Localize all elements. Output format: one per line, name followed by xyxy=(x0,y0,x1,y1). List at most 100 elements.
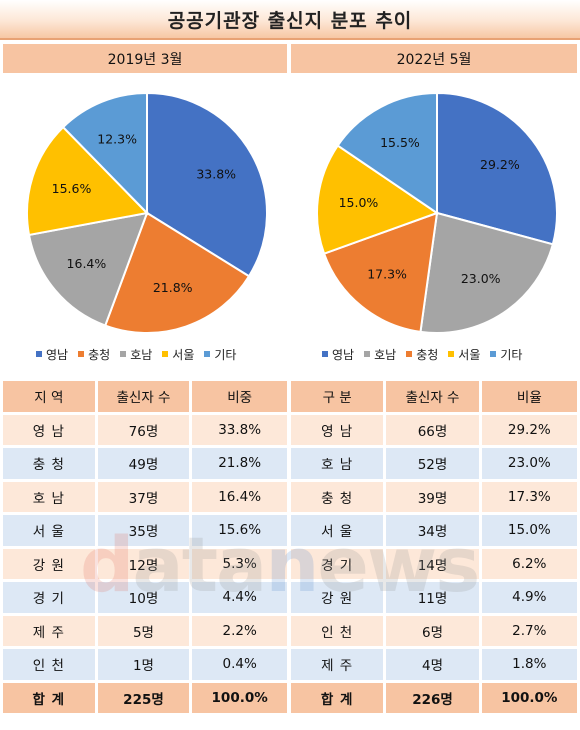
table-header-row: 지 역 출신자 수 비중 xyxy=(3,381,287,412)
legend-item: 영남 xyxy=(36,346,68,363)
share-cell: 15.6% xyxy=(192,515,287,546)
legend-swatch xyxy=(406,351,413,357)
legend-label: 충청 xyxy=(416,347,439,362)
pie-data-label-4: 15.5% xyxy=(380,135,420,150)
legend-item: 영남 xyxy=(322,346,354,363)
legend-label: 충청 xyxy=(88,347,111,362)
pie-slice-4 xyxy=(336,91,438,215)
total-label-cell: 합 계 xyxy=(291,682,387,713)
legend-item: 호남 xyxy=(364,346,396,363)
table-row: 제 주 4명 1.8% xyxy=(291,649,577,680)
table-row: 서 울 35명 15.6% xyxy=(3,515,287,546)
count-cell: 49명 xyxy=(97,448,193,479)
table-row: 영 남 66명 29.2% xyxy=(291,414,577,445)
legend-label: 서울 xyxy=(172,347,195,362)
table-row: 인 천 6명 2.7% xyxy=(291,615,577,646)
legend-swatch xyxy=(162,351,169,357)
pie-slice-1 xyxy=(419,211,555,334)
pie-slice-2 xyxy=(322,211,439,333)
count-cell: 5명 xyxy=(97,615,193,646)
share-cell: 4.4% xyxy=(192,582,287,613)
pie-data-label-1: 23.0% xyxy=(461,271,501,286)
pie-data-label-0: 33.8% xyxy=(196,166,236,181)
column-header: 비율 xyxy=(481,381,577,412)
count-cell: 1명 xyxy=(97,649,193,680)
total-share-cell: 100.0% xyxy=(481,682,577,713)
pie-slice-4 xyxy=(61,91,148,216)
table-row: 서 울 34명 15.0% xyxy=(291,515,577,546)
legend-swatch xyxy=(78,351,85,357)
legend-item: 충청 xyxy=(78,346,110,363)
region-cell: 충 청 xyxy=(291,481,387,512)
pie-legend-2019: 영남 충청 호남 서울 기타 xyxy=(36,346,246,362)
legend-item: 기타 xyxy=(490,346,522,363)
legend-label: 호남 xyxy=(130,347,153,362)
total-label-cell: 합 계 xyxy=(3,682,98,713)
count-cell: 6명 xyxy=(386,615,482,646)
table-row: 호 남 52명 23.0% xyxy=(291,448,577,479)
table-total-row: 합 계 225명 100.0% xyxy=(3,682,287,713)
count-cell: 34명 xyxy=(386,515,482,546)
pie-data-label-0: 29.2% xyxy=(480,157,520,172)
share-cell: 2.2% xyxy=(192,615,287,646)
share-cell: 4.9% xyxy=(481,582,577,613)
table-row: 충 청 49명 21.8% xyxy=(3,448,287,479)
share-cell: 0.4% xyxy=(192,649,287,680)
pie-slice-0 xyxy=(436,91,558,246)
table-row: 경 기 10명 4.4% xyxy=(3,582,287,613)
table-header-row: 구 분 출신자 수 비율 xyxy=(291,381,577,412)
pie-chart-2019: 33.8% 21.8% 16.4% 15.6% 12.3% xyxy=(26,91,268,334)
region-cell: 충 청 xyxy=(3,448,98,479)
legend-label: 영남 xyxy=(332,347,355,362)
region-cell: 영 남 xyxy=(291,414,387,445)
legend-swatch xyxy=(322,351,328,357)
share-cell: 2.7% xyxy=(481,615,577,646)
pie-slice-1 xyxy=(103,211,251,334)
table-row: 인 천 1명 0.4% xyxy=(3,649,287,680)
share-cell: 33.8% xyxy=(192,414,287,445)
legend-swatch xyxy=(36,351,42,357)
region-cell: 인 천 xyxy=(291,615,387,646)
pie-data-label-3: 15.0% xyxy=(339,195,379,210)
region-cell: 서 울 xyxy=(291,515,387,546)
legend-item: 호남 xyxy=(120,346,152,363)
table-2019: 지 역 출신자 수 비중 영 남 76명 33.8% 충 청 49명 21.8% 호 남 37명 16… xyxy=(3,378,287,716)
panel-title-2019: 2019년 3월 xyxy=(3,44,287,73)
table-total-row: 합 계 226명 100.0% xyxy=(291,682,577,713)
legend-item: 서울 xyxy=(162,346,194,363)
region-cell: 경 기 xyxy=(3,582,98,613)
region-cell: 서 울 xyxy=(3,515,98,546)
share-cell: 5.3% xyxy=(192,548,287,579)
table-row: 강 원 12명 5.3% xyxy=(3,548,287,579)
region-cell: 호 남 xyxy=(3,481,98,512)
pie-slice-3 xyxy=(26,125,150,237)
table-row: 경 기 14명 6.2% xyxy=(291,548,577,579)
panel-title-2022: 2022년 5월 xyxy=(291,44,577,73)
share-cell: 15.0% xyxy=(481,515,577,546)
legend-item: 기타 xyxy=(204,346,236,363)
pie-slice-3 xyxy=(316,144,440,255)
count-cell: 37명 xyxy=(97,481,193,512)
share-cell: 29.2% xyxy=(481,414,577,445)
region-cell: 인 천 xyxy=(3,649,98,680)
table-row: 충 청 39명 17.3% xyxy=(291,481,577,512)
total-count-cell: 226명 xyxy=(386,682,482,713)
pie-data-label-2: 16.4% xyxy=(67,256,107,271)
count-cell: 10명 xyxy=(97,582,193,613)
count-cell: 12명 xyxy=(97,548,193,579)
pie-chart-2022: 29.2% 23.0% 17.3% 15.0% 15.5% xyxy=(316,91,558,334)
count-cell: 76명 xyxy=(97,414,193,445)
total-count-cell: 225명 xyxy=(97,682,193,713)
legend-swatch xyxy=(120,351,127,357)
count-cell: 39명 xyxy=(386,481,482,512)
region-cell: 경 기 xyxy=(291,548,387,579)
total-share-cell: 100.0% xyxy=(192,682,287,713)
column-header: 비중 xyxy=(192,381,287,412)
table-2022: 구 분 출신자 수 비율 영 남 66명 29.2% 호 남 52명 23.0% 충 청 39명 17… xyxy=(291,378,577,716)
legend-swatch xyxy=(490,351,497,357)
legend-item: 서울 xyxy=(448,346,480,363)
count-cell: 35명 xyxy=(97,515,193,546)
legend-label: 영남 xyxy=(46,347,69,362)
page-title: 공공기관장 출신지 분포 추이 xyxy=(167,9,413,32)
count-cell: 11명 xyxy=(386,582,482,613)
